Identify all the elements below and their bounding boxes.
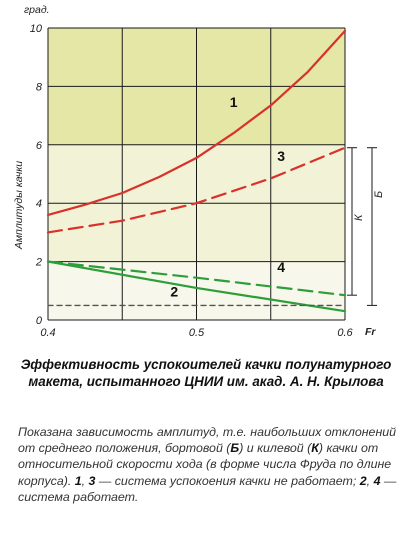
y-tick-label: 0 bbox=[36, 315, 43, 327]
caption-text-6: , bbox=[366, 473, 374, 488]
x-tick-label: 0.6 bbox=[337, 327, 353, 339]
caption-text-2: ) и килевой ( bbox=[239, 441, 312, 456]
caption-text-4: , bbox=[81, 473, 89, 488]
caption-text-5: — система успокоения качки не работает; bbox=[95, 473, 360, 488]
caption-text-3: ) качки от относительной скорости хода (… bbox=[18, 441, 392, 488]
caption-bold-b: Б bbox=[230, 441, 240, 456]
series-labels: 1 3 4 2 bbox=[170, 94, 285, 300]
caption-bold-2: 2 bbox=[359, 473, 367, 488]
series-label: 3 bbox=[277, 148, 285, 164]
caption-text: Показана зависимость амплитуд, т.е. наиб… bbox=[18, 424, 402, 505]
caption-text-7: — система работает. bbox=[18, 473, 397, 504]
series-label: 2 bbox=[170, 284, 178, 300]
series-line-3 bbox=[46, 146, 347, 234]
bracket-label: Б bbox=[373, 191, 385, 198]
bracket-label: К bbox=[353, 214, 365, 221]
y-tick-label: 10 bbox=[30, 23, 43, 35]
caption-bold-3: 3 bbox=[88, 473, 96, 488]
y-tick-label: 8 bbox=[36, 81, 43, 93]
x-unit-label: Fr bbox=[365, 326, 376, 338]
bracket-annotations: БК bbox=[347, 147, 385, 306]
y-tick-label: 4 bbox=[36, 198, 42, 210]
y-unit-label: град. bbox=[24, 4, 50, 16]
tick-labels: 0 2 4 6 8 10 0.4 0.5 0.6 bbox=[30, 23, 354, 339]
caption-bold-1: 1 bbox=[74, 473, 82, 488]
series-line-1 bbox=[46, 29, 347, 216]
y-axis-title: Амплитуды качки bbox=[13, 161, 25, 250]
x-tick-label: 0.4 bbox=[40, 327, 55, 339]
series-line-2 bbox=[46, 260, 347, 313]
caption-bold-4: 4 bbox=[373, 473, 381, 488]
series-label: 4 bbox=[277, 259, 285, 275]
caption-title: Эффективность успокоителей качки полунат… bbox=[20, 357, 392, 389]
x-tick-label: 0.5 bbox=[189, 327, 205, 339]
y-tick-label: 6 bbox=[36, 140, 43, 152]
caption-text-1: Показана зависимость амплитуд, т.е. наиб… bbox=[18, 425, 397, 456]
series-line-4 bbox=[46, 260, 347, 297]
caption-bold-k: К bbox=[311, 441, 319, 456]
y-tick-label: 2 bbox=[35, 257, 42, 269]
series-lines bbox=[46, 29, 347, 313]
series-label: 1 bbox=[230, 94, 238, 110]
